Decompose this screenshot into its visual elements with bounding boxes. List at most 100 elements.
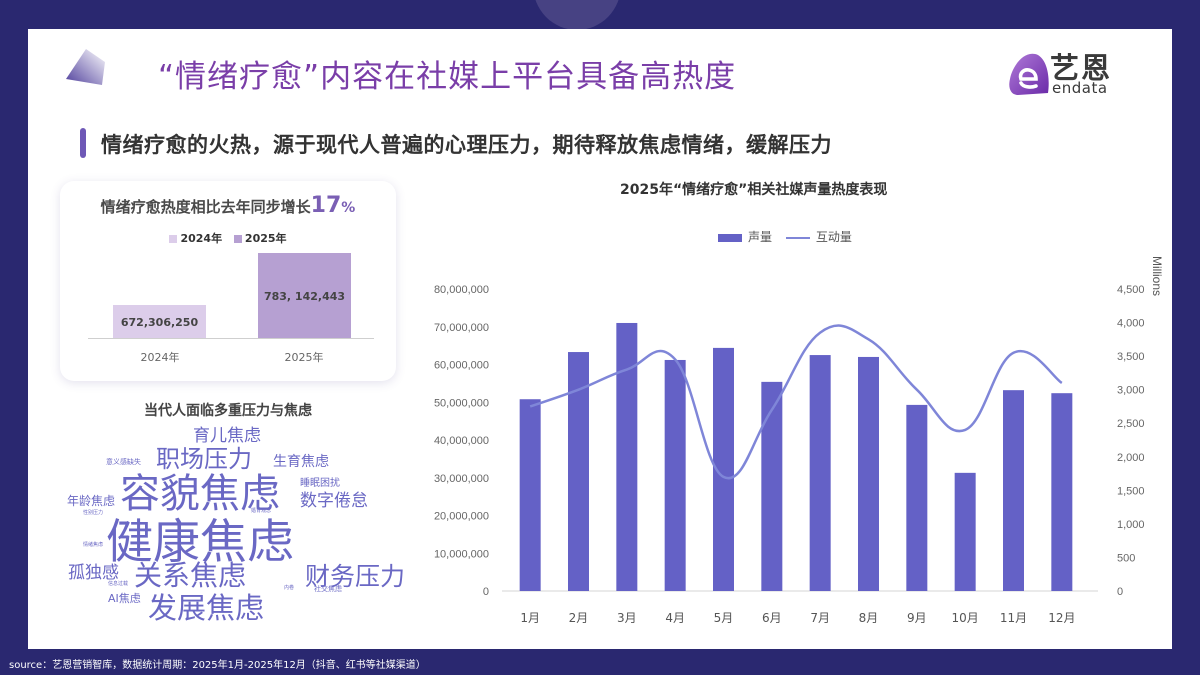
main-chart: 0 10,000,000 20,000,000 30,000,000 40,000,00… bbox=[434, 256, 1164, 625]
y-right-tick: 3,500 bbox=[1117, 351, 1145, 363]
endata-logo: 艺恩 endata bbox=[1008, 47, 1148, 103]
y-left-tick: 80,000,000 bbox=[434, 284, 489, 296]
footer-source: source：艺恩营销智库，数据统计周期：2025年1月-2025年12月（抖音… bbox=[9, 660, 426, 671]
page-title: “情绪疗愈”内容在社媒上平台具备高热度 bbox=[158, 59, 737, 95]
yoy-pct-value: 17 bbox=[310, 193, 342, 218]
yoy-bar-2025: 783, 142,443 bbox=[258, 253, 351, 338]
yoy-legend: 2024年 2025年 bbox=[60, 230, 396, 246]
bar-volume bbox=[519, 399, 541, 591]
legend-item-interaction: 互动量 bbox=[785, 230, 852, 244]
y-left-tick: 60,000,000 bbox=[434, 360, 489, 372]
word: AI焦虑 bbox=[108, 592, 141, 605]
yoy-bar-value: 783, 142,443 bbox=[263, 290, 346, 303]
bar-volume bbox=[809, 355, 831, 591]
y-right-tick: 3,000 bbox=[1117, 385, 1145, 397]
bar-volume bbox=[1051, 393, 1073, 591]
y-right-tick: 1,500 bbox=[1117, 485, 1145, 497]
subtitle: 情绪疗愈的火热，源于现代人普遍的心理压力，期待释放焦虑情绪，缓解压力 bbox=[101, 133, 832, 157]
legend-label-interaction: 互动量 bbox=[815, 230, 852, 244]
chart-title: 2025年“情绪疗愈”相关社媒声量热度表现 bbox=[620, 182, 888, 198]
word: 社交焦虑 bbox=[314, 585, 342, 593]
x-tick-label: 10月 bbox=[952, 611, 979, 625]
x-tick-label: 2月 bbox=[569, 611, 589, 625]
x-tick-label: 5月 bbox=[714, 611, 734, 625]
legend-label-2024: 2024年 bbox=[180, 232, 223, 245]
bar-volume bbox=[906, 404, 928, 591]
background-glow bbox=[533, 0, 621, 30]
legend-label-volume: 声量 bbox=[748, 230, 773, 244]
yoy-title-text: 情绪疗愈热度相比去年同步增长 bbox=[100, 198, 311, 216]
x-tick-label: 8月 bbox=[859, 611, 879, 625]
word: 财务压力 bbox=[305, 562, 406, 591]
word: 睡眠困扰 bbox=[300, 478, 340, 489]
legend-line-swatch bbox=[785, 236, 810, 239]
subtitle-accent-bar bbox=[80, 128, 86, 158]
yoy-xlabel: 2025年 bbox=[284, 351, 324, 364]
x-tick-label: 3月 bbox=[617, 611, 637, 625]
yoy-growth-card: 情绪疗愈热度相比去年同步增长17% 2024年 2025年 672,306,25… bbox=[60, 181, 396, 381]
word: 职场压力 bbox=[156, 445, 252, 473]
x-tick-label: 7月 bbox=[810, 611, 830, 625]
word: 关系焦虑 bbox=[134, 559, 247, 592]
line-interaction bbox=[529, 324, 1063, 480]
bar-volume bbox=[1003, 390, 1024, 591]
word: 生育焦虑 bbox=[273, 454, 329, 470]
y-right-axis-label: Millions bbox=[1150, 256, 1164, 296]
yoy-pct-sign: % bbox=[341, 200, 356, 216]
y-left-tick: 20,000,000 bbox=[434, 511, 489, 523]
bar-volume bbox=[954, 472, 976, 591]
logo-text-en: endata bbox=[1052, 79, 1108, 97]
logo-text-cn: 艺恩 bbox=[1050, 51, 1113, 85]
x-tick-label: 9月 bbox=[907, 611, 927, 625]
x-tick-label: 1月 bbox=[520, 611, 540, 625]
word: 内卷 bbox=[284, 585, 295, 591]
chart-legend: 声量 互动量 bbox=[718, 228, 862, 245]
word: 婚育观念 bbox=[251, 508, 272, 514]
legend-bar-swatch bbox=[718, 233, 742, 242]
word: 情绪焦虑 bbox=[83, 542, 104, 548]
y-right-tick: 500 bbox=[1117, 552, 1135, 564]
x-tick-label: 11月 bbox=[1000, 611, 1027, 625]
x-tick-label: 4月 bbox=[665, 611, 685, 625]
legend-label-2025: 2025年 bbox=[244, 232, 287, 245]
word: 数字倦怠 bbox=[300, 491, 368, 511]
bar-volume bbox=[616, 322, 638, 591]
bar-volume bbox=[858, 356, 879, 591]
word: 性别压力 bbox=[83, 510, 104, 516]
yoy-card-title: 情绪疗愈热度相比去年同步增长17% bbox=[60, 193, 396, 218]
y-right-tick: 4,000 bbox=[1117, 318, 1145, 330]
word: 信息过载 bbox=[108, 581, 129, 587]
word: 健康焦虑 bbox=[106, 515, 294, 570]
slide: “情绪疗愈”内容在社媒上平台具备高热度 艺恩 endata 情绪疗愈的火热，源于… bbox=[28, 29, 1172, 649]
endata-logo-icon bbox=[1009, 53, 1049, 95]
legend-item-volume: 声量 bbox=[718, 230, 772, 244]
title-decoration-icon bbox=[66, 49, 105, 85]
bar-volume bbox=[713, 347, 734, 591]
y-right-tick: 0 bbox=[1117, 586, 1123, 598]
bar-volume bbox=[761, 381, 783, 591]
word: 育儿焦虑 bbox=[193, 426, 261, 446]
y-right-tick: 1,000 bbox=[1117, 519, 1145, 531]
y-left-tick: 50,000,000 bbox=[434, 397, 489, 409]
y-left-tick: 70,000,000 bbox=[434, 322, 489, 334]
yoy-axis-line bbox=[88, 338, 374, 339]
bar-volume bbox=[664, 359, 686, 591]
yoy-xlabel: 2024年 bbox=[140, 351, 180, 364]
bar-volume bbox=[568, 352, 589, 591]
word: 年龄焦虑 bbox=[67, 494, 116, 508]
y-left-tick: 0 bbox=[483, 586, 489, 598]
yoy-bar-2024: 672,306,250 bbox=[113, 305, 206, 338]
wordcloud-title: 当代人面临多重压力与焦虑 bbox=[144, 403, 312, 419]
legend-item-2025: 2025年 bbox=[233, 232, 287, 245]
yoy-bar-value: 672,306,250 bbox=[120, 316, 199, 329]
word: 发展焦虑 bbox=[148, 591, 265, 625]
y-right-tick: 4,500 bbox=[1117, 284, 1145, 296]
y-left-tick: 10,000,000 bbox=[434, 548, 489, 560]
y-left-tick: 40,000,000 bbox=[434, 435, 489, 447]
x-tick-label: 12月 bbox=[1048, 611, 1075, 625]
y-right-tick: 2,500 bbox=[1117, 418, 1145, 430]
word: 意义感缺失 bbox=[106, 458, 141, 466]
y-right-tick: 2,000 bbox=[1117, 452, 1145, 464]
x-tick-label: 6月 bbox=[762, 611, 782, 625]
legend-item-2024: 2024年 bbox=[169, 232, 222, 245]
